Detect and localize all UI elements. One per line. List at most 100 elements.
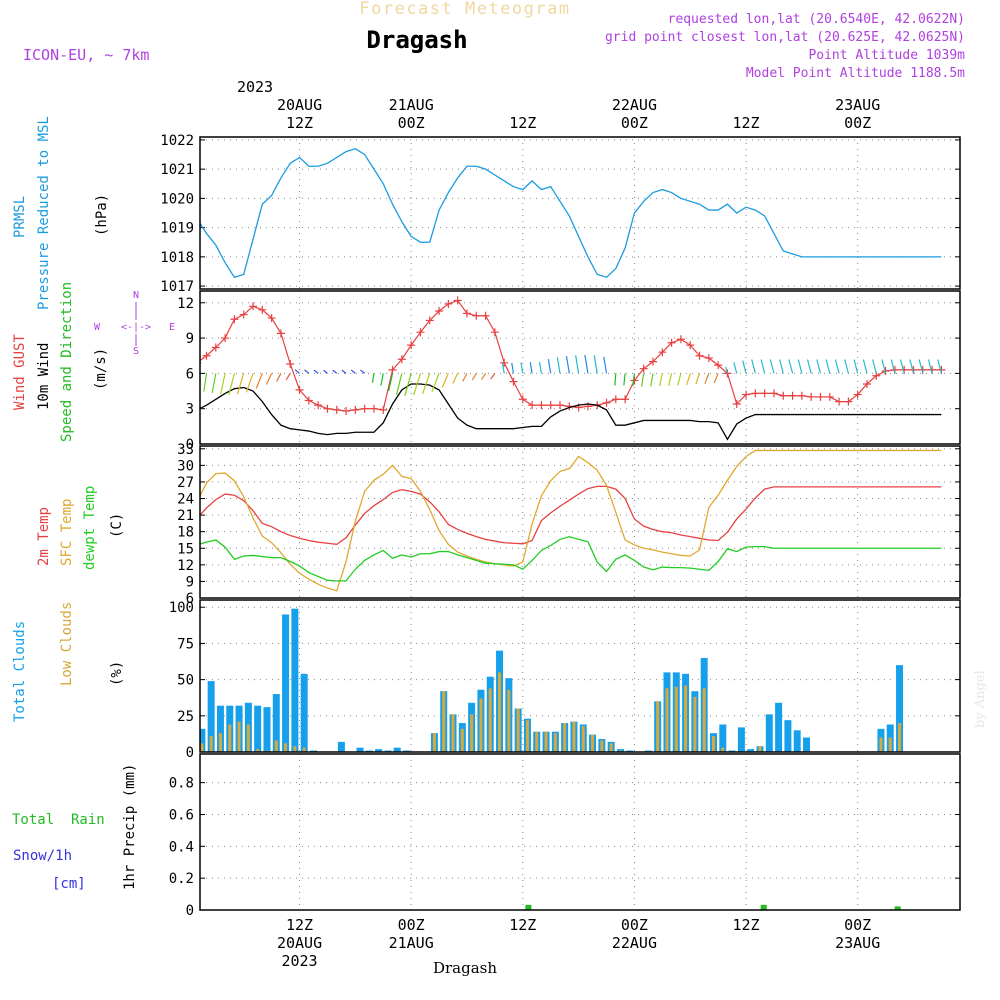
wind-arrow bbox=[881, 359, 887, 374]
gust-marker bbox=[686, 341, 695, 350]
low-cloud-bar bbox=[888, 737, 892, 752]
gust-line bbox=[200, 299, 942, 412]
wind-arrow bbox=[211, 373, 217, 394]
gust-marker bbox=[221, 334, 230, 343]
wind-arrow bbox=[659, 373, 663, 387]
wind-arrow bbox=[441, 373, 449, 388]
bottom-date-label: 22AUG bbox=[612, 934, 657, 952]
total-cloud-bar bbox=[784, 720, 792, 752]
panel-frame bbox=[199, 136, 961, 290]
total-cloud-bar bbox=[393, 747, 401, 752]
total-cloud-bar bbox=[300, 673, 308, 752]
wind-arrow bbox=[520, 362, 524, 374]
low-cloud-bar bbox=[237, 721, 241, 752]
low-cloud-bar bbox=[581, 725, 585, 752]
plot-area-2 bbox=[200, 449, 942, 592]
gust-marker bbox=[286, 359, 295, 368]
ytick-label: 18 bbox=[177, 525, 194, 541]
cloud-unit: (%) bbox=[109, 661, 125, 686]
wind-arrow bbox=[276, 373, 282, 382]
panel-frame bbox=[199, 753, 961, 911]
low-cloud-bar bbox=[553, 733, 557, 752]
ytick-label: 1018 bbox=[160, 250, 194, 266]
low-cloud-bar bbox=[488, 688, 492, 752]
gust-marker bbox=[825, 392, 834, 401]
ytick-label: 12 bbox=[177, 296, 194, 312]
wind-arrow bbox=[641, 373, 645, 387]
total-cloud-bar bbox=[719, 724, 727, 752]
rain-bar bbox=[894, 906, 901, 910]
gust-marker bbox=[844, 397, 853, 406]
pressure-labels: PRMSL Pressure Reduced to MSL (hPa) bbox=[12, 116, 110, 310]
wind-arrow bbox=[862, 359, 868, 374]
wind-arrow bbox=[380, 373, 384, 386]
gust-marker bbox=[667, 338, 676, 347]
gust-marker bbox=[249, 302, 258, 311]
wind-arrow bbox=[603, 356, 608, 374]
gust-marker bbox=[807, 392, 816, 401]
wind-arrow bbox=[490, 373, 496, 380]
gust-marker bbox=[407, 341, 416, 350]
total-cloud-bar bbox=[337, 741, 345, 752]
time-axis-labels: 2023 20AUG12Z12Z20AUG202321AUG00Z00Z21AU… bbox=[237, 78, 880, 970]
gust-marker bbox=[704, 354, 713, 363]
compass-s: S bbox=[133, 346, 139, 357]
wind-arrow bbox=[341, 369, 347, 374]
gust-marker bbox=[816, 392, 825, 401]
gust-marker bbox=[258, 305, 267, 314]
total-cloud-bar bbox=[375, 749, 383, 752]
low-cloud-bar bbox=[284, 743, 288, 752]
wind-arrow bbox=[890, 359, 896, 374]
wind-arrow bbox=[760, 359, 766, 374]
wind-arrow bbox=[228, 373, 235, 396]
gust-marker bbox=[742, 390, 751, 399]
wind-arrow bbox=[219, 373, 226, 395]
wind-arrow bbox=[593, 355, 598, 374]
low-cloud-bar bbox=[572, 721, 576, 752]
grid-4 bbox=[200, 754, 960, 910]
total-cloud-bar bbox=[803, 737, 811, 752]
wind-arrow bbox=[725, 366, 729, 374]
total-cloud-bar bbox=[216, 705, 224, 752]
wind-arrow bbox=[751, 359, 756, 374]
wind-arrow bbox=[538, 362, 542, 374]
gridpoint-lonlat: grid point closest lon,lat (20.625E, 42.… bbox=[605, 30, 965, 45]
total-cloud-bar bbox=[775, 702, 783, 752]
wind-arrow bbox=[788, 359, 794, 374]
gust-marker bbox=[230, 315, 239, 324]
bottom-hour-label: 12Z bbox=[732, 916, 759, 934]
wind-arrow bbox=[431, 373, 440, 393]
grid-0 bbox=[200, 137, 960, 289]
panel-4: 0 0.2 0.4 0.6 0.8 bbox=[169, 753, 961, 919]
top-hour-label: 12Z bbox=[286, 114, 313, 132]
ytick-label: 0.4 bbox=[169, 839, 194, 855]
temp-label-dew: dewpt Temp bbox=[82, 486, 98, 570]
model-altitude: Model Point Altitude 1188.5m bbox=[746, 66, 965, 81]
gust-marker bbox=[528, 401, 537, 410]
low-cloud-bar bbox=[218, 733, 222, 752]
panel-frame bbox=[199, 599, 961, 753]
gust-marker bbox=[797, 391, 806, 400]
wind-arrow bbox=[236, 373, 245, 395]
wind-arrow bbox=[285, 373, 291, 381]
ytick-label: 1019 bbox=[160, 221, 194, 237]
gust-marker bbox=[723, 369, 732, 378]
gust-marker bbox=[416, 328, 425, 337]
wind-arrow bbox=[677, 373, 682, 386]
cloud-label-total: Total Clouds bbox=[12, 621, 28, 722]
grid-3 bbox=[200, 600, 960, 752]
gust-marker bbox=[351, 405, 360, 414]
model-label: ICON-EU, ~ 7km bbox=[23, 46, 149, 64]
low-cloud-bar bbox=[600, 740, 604, 752]
top-hour-label: 00Z bbox=[398, 114, 425, 132]
gust-marker bbox=[751, 389, 760, 398]
plot-area-0 bbox=[200, 147, 942, 279]
cloud-labels: Total Clouds Low Clouds (%) bbox=[12, 602, 125, 722]
wind-label-10m: 10m Wind bbox=[36, 343, 52, 410]
wind-arrow bbox=[825, 359, 831, 374]
total-cloud-bar bbox=[272, 694, 280, 752]
wind-arrow bbox=[584, 354, 589, 374]
wind-arrow bbox=[255, 373, 263, 389]
